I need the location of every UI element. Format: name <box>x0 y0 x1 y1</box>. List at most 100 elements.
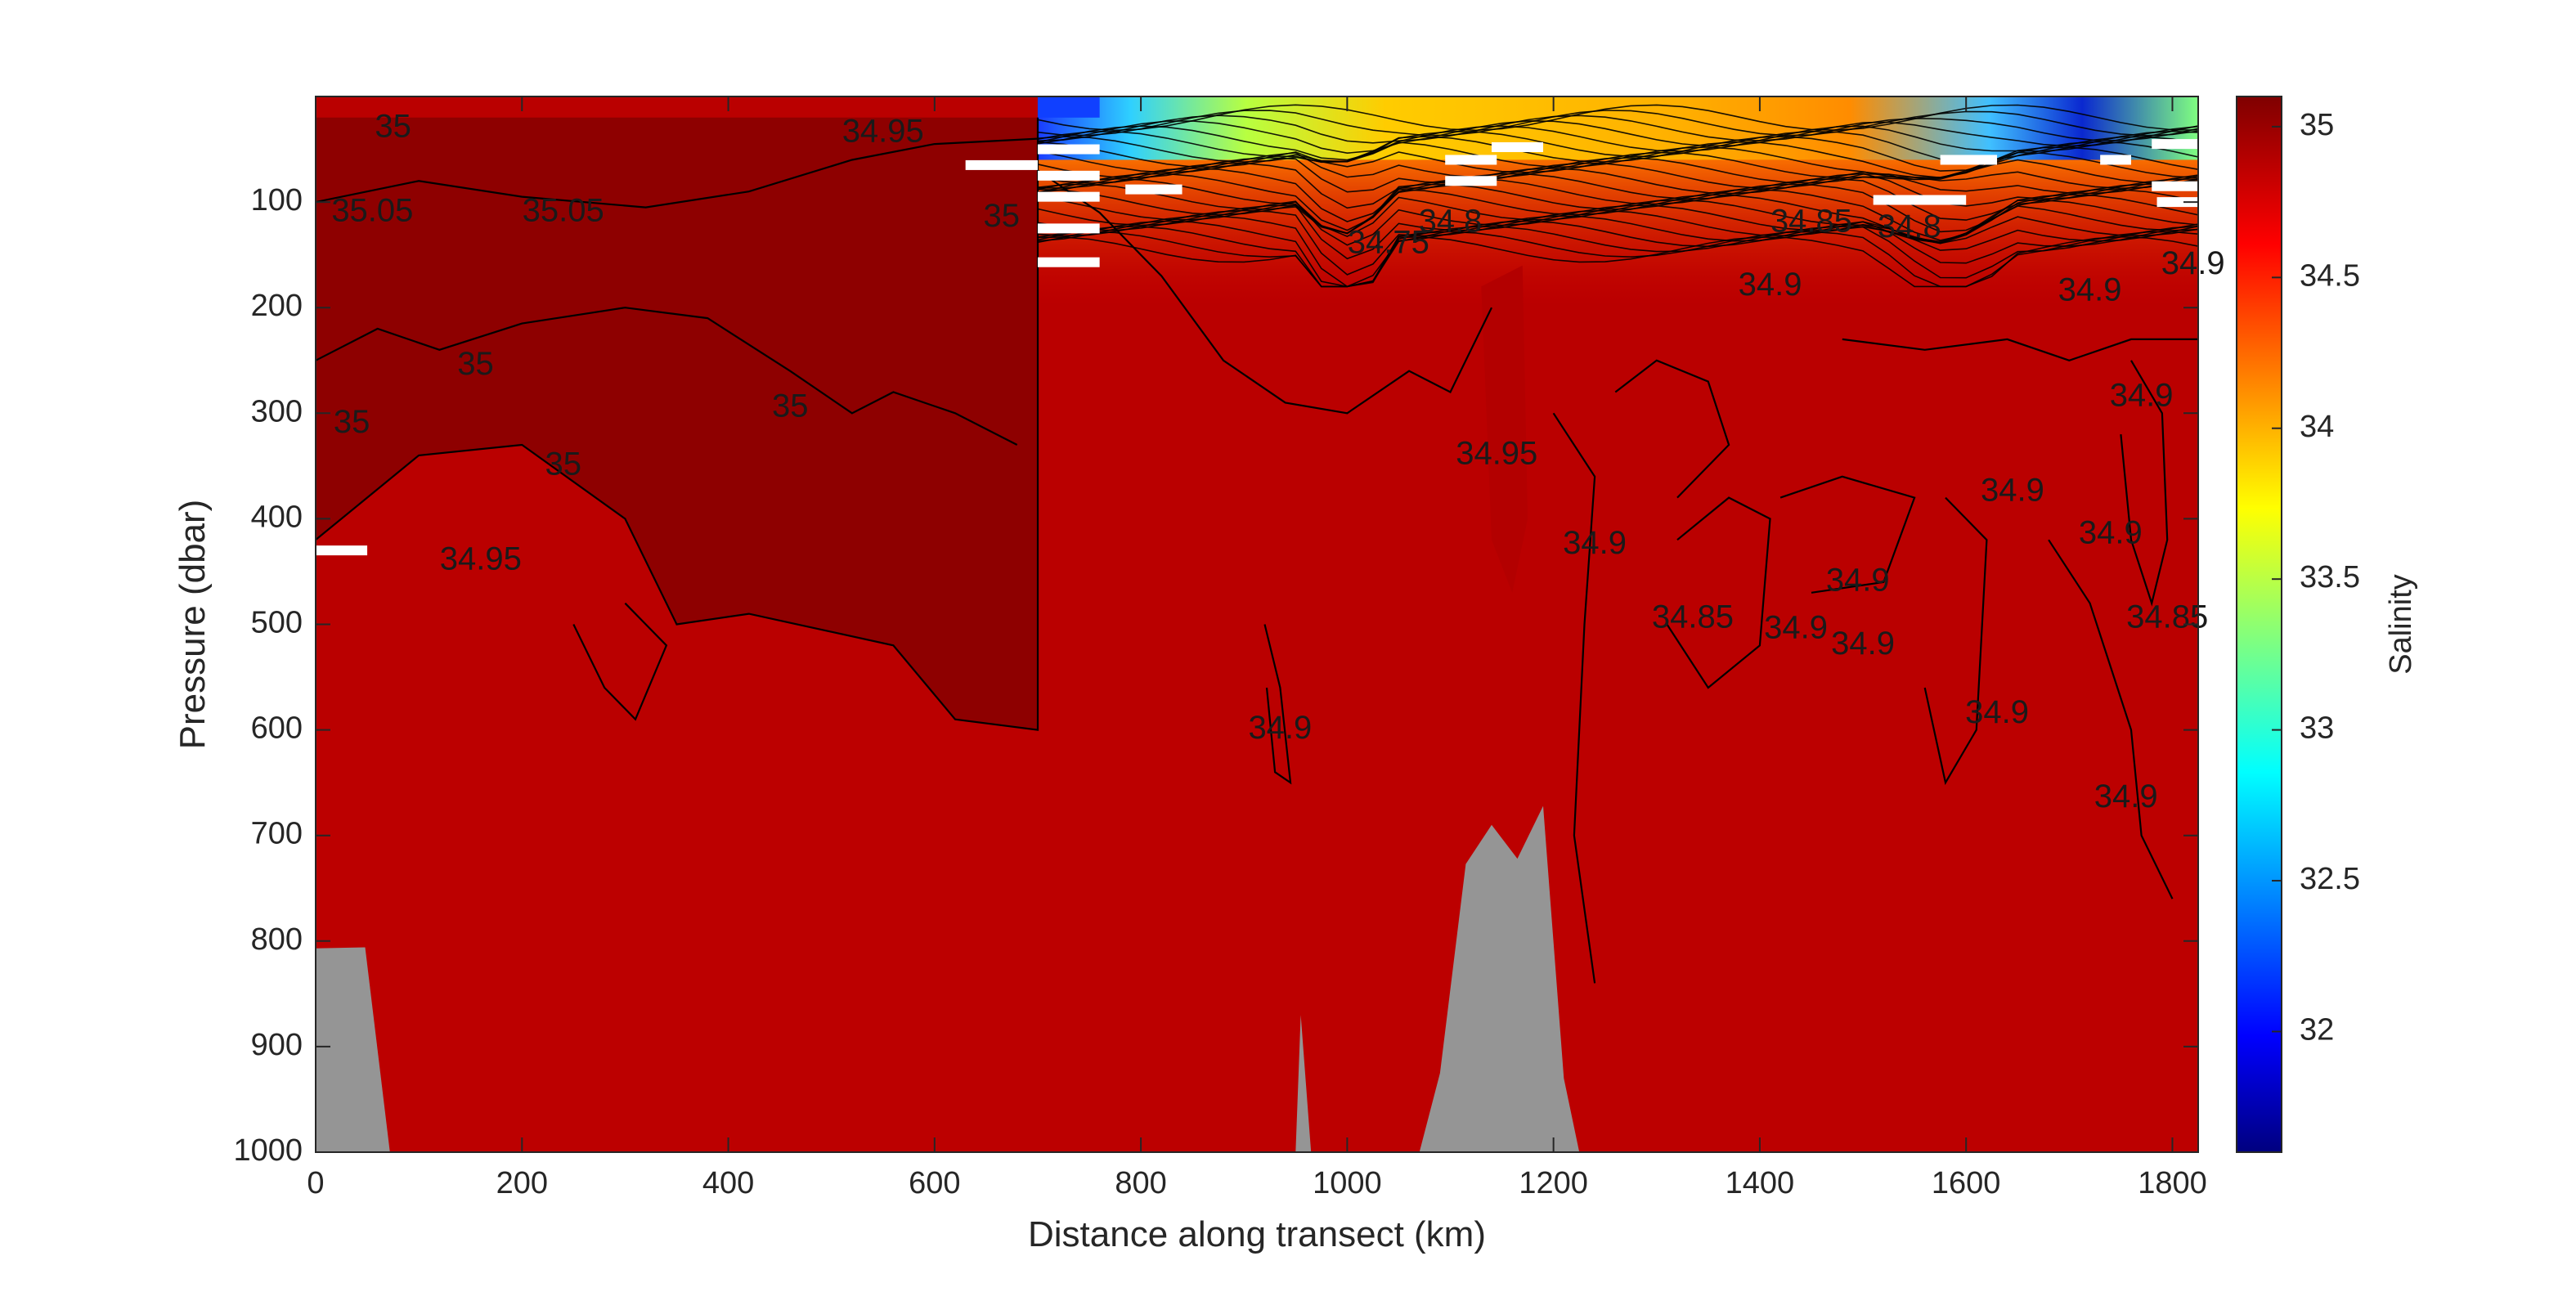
salinity-field <box>316 96 2198 1152</box>
contour-line <box>1842 338 2198 361</box>
y-tick-label: 1000 <box>233 1133 303 1168</box>
contour-line <box>1263 624 1292 785</box>
contour-label: 34.9 <box>1831 626 1895 662</box>
surface-contour-line <box>1037 220 2198 288</box>
data-gap-bar <box>1873 195 1967 205</box>
contour-label: 35 <box>457 346 494 382</box>
salinity-region-tongue <box>1481 265 1528 593</box>
data-gap-bar <box>2152 181 2198 191</box>
contour-label: 34.85 <box>1770 203 1852 239</box>
contour-label: 34.9 <box>1764 610 1828 646</box>
seafloor-mask <box>1419 805 1580 1152</box>
y-tick-label: 800 <box>251 922 303 957</box>
contour-line <box>316 117 1039 731</box>
data-gap-bar <box>1940 155 1998 165</box>
y-axis-title: Pressure (dbar) <box>173 500 213 750</box>
surface-contour-line <box>1037 236 2198 288</box>
colorbar-tick-label: 34.5 <box>2300 258 2360 293</box>
contour-label: 34.8 <box>1419 203 1483 239</box>
contour-label: 34.95 <box>440 541 522 577</box>
contour-label: 34.9 <box>2058 271 2122 307</box>
contour-line <box>1666 496 1771 689</box>
contour-label: 34.85 <box>1652 599 1734 635</box>
salinity-region-core <box>316 117 1038 730</box>
contour-label: 34.75 <box>1348 224 1429 260</box>
surface-contour-line <box>1037 120 2198 155</box>
x-tick-label: 200 <box>496 1166 548 1200</box>
surface-contour-line <box>1037 146 2198 181</box>
contour-label: 34.8 <box>1878 209 1941 244</box>
contour-label: 34.9 <box>1563 525 1627 561</box>
contour-line <box>316 137 1039 209</box>
contour-line <box>1779 475 1916 594</box>
surface-fresh-patch <box>1037 96 1100 118</box>
contour-line <box>1614 359 1730 499</box>
data-gap-bar <box>965 159 1038 170</box>
surface-contour-line <box>1037 167 2198 222</box>
x-tick-label: 1800 <box>2138 1166 2207 1200</box>
contour-label: 34.9 <box>2094 778 2158 814</box>
y-tick-label: 700 <box>251 817 303 851</box>
surface-contour-line <box>1037 209 2198 276</box>
colorbar-tick-label: 32.5 <box>2300 862 2360 896</box>
field-deep-shade <box>316 729 2198 1152</box>
data-gap-bar <box>1445 176 1497 186</box>
data-gap-bar <box>316 545 368 556</box>
y-tick-label: 400 <box>251 500 303 534</box>
contour-label: 35 <box>545 446 581 482</box>
y-tick-label: 200 <box>251 289 303 323</box>
colorbar-gradient <box>2237 96 2282 1152</box>
surface-transition-zone <box>1037 159 2198 308</box>
contour-label: 34.95 <box>1456 436 1537 472</box>
colorbar-frame <box>2236 96 2282 1153</box>
colorbar: 32 32.5 33 33.5 34 34.5 35 Salinity <box>2236 96 2418 1153</box>
contour-label: 35 <box>772 388 809 424</box>
data-gap-bar <box>1037 170 1100 181</box>
x-axis-title: Distance along transect (km) <box>1028 1214 1486 1254</box>
surface-contour-line <box>1037 114 2198 144</box>
surface-contour-line <box>1037 173 2198 231</box>
data-gap-bar <box>2156 197 2198 208</box>
contour-lines <box>316 104 2198 984</box>
seafloor-mask <box>316 947 390 1152</box>
contour-label: 34.9 <box>2110 377 2174 413</box>
contour-label: 35 <box>334 404 370 440</box>
contour-label: 34.95 <box>842 114 924 150</box>
data-gap-marks <box>316 139 2198 556</box>
contour-label: 34.9 <box>1248 710 1312 746</box>
surface-contour-line <box>1037 125 2198 161</box>
axes: 0 200 400 600 800 1000 1200 1400 1600 1800 100 200 3… <box>173 96 2207 1254</box>
contour-label: 35.05 <box>331 193 413 229</box>
colorbar-tick-label: 32 <box>2300 1012 2334 1047</box>
colorbar-tick-label: 33 <box>2300 711 2334 746</box>
y-tick-label: 100 <box>251 183 303 218</box>
colorbar-tick-label: 34 <box>2300 410 2334 444</box>
contour-line <box>2120 360 2169 607</box>
contour-label: 34.9 <box>2079 514 2143 550</box>
contour-label: 34.9 <box>1739 267 1802 303</box>
contour-label: 34.9 <box>1981 473 2044 509</box>
x-tick-label: 0 <box>307 1166 324 1200</box>
seafloor-mask <box>1295 1015 1312 1152</box>
data-gap-bar <box>1037 191 1100 202</box>
contour-label: 35 <box>375 108 411 144</box>
x-tick-label: 800 <box>1115 1166 1166 1200</box>
data-gap-bar <box>1491 141 1544 152</box>
colorbar-tick-label: 35 <box>2300 108 2334 142</box>
y-tick-label: 500 <box>251 606 303 640</box>
surface-contour-line <box>1037 215 2198 288</box>
x-tick-label: 1000 <box>1313 1166 1382 1200</box>
surface-contour-line <box>1037 157 2198 193</box>
y-tick-label: 900 <box>251 1028 303 1062</box>
x-tick-label: 1600 <box>1932 1166 2001 1200</box>
surface-contour-line <box>1037 226 2198 288</box>
x-tick-label: 400 <box>702 1166 754 1200</box>
contour-line <box>1552 412 1596 984</box>
colorbar-title: Salinity <box>2384 574 2418 675</box>
surface-contour-line <box>1037 110 2198 137</box>
data-gap-bar <box>2152 139 2198 150</box>
contour-label: 34.9 <box>1826 562 1890 598</box>
